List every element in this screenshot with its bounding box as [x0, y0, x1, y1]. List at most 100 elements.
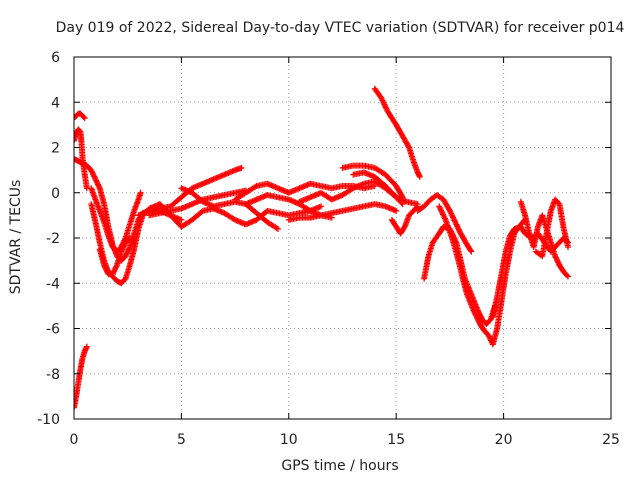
data-point	[565, 273, 572, 280]
data-point	[275, 225, 282, 232]
data-point	[555, 199, 562, 206]
x-tick-label: 20	[495, 432, 513, 448]
data-point	[448, 210, 455, 217]
data-point	[436, 204, 443, 211]
data-point	[382, 102, 389, 109]
data-point	[563, 272, 570, 279]
series-arc-1	[74, 110, 88, 122]
data-point	[438, 207, 445, 214]
series-arc-16	[350, 169, 406, 208]
data-point	[83, 343, 90, 350]
series-arc-23	[517, 198, 572, 280]
data-point	[382, 104, 389, 111]
data-point	[398, 199, 405, 206]
data-point	[318, 203, 325, 210]
data-point	[446, 206, 453, 213]
data-point	[449, 213, 456, 220]
series-arc-20	[414, 192, 475, 255]
data-point	[440, 212, 447, 219]
data-point	[378, 94, 385, 101]
series-arc-15	[339, 162, 406, 201]
data-point	[378, 96, 385, 103]
data-point	[238, 164, 245, 171]
data-point	[468, 248, 475, 255]
data-point	[565, 244, 572, 251]
data-point	[252, 183, 259, 190]
x-axis-label: GPS time / hours	[281, 458, 398, 474]
data-point	[448, 211, 455, 218]
data-point	[393, 207, 400, 214]
x-tick-label: 15	[387, 432, 405, 448]
data-point	[440, 211, 447, 218]
x-tick-label: 5	[177, 432, 186, 448]
data-point	[473, 314, 480, 321]
series-arc-25	[74, 343, 90, 411]
data-point	[451, 217, 458, 224]
series-arc-18	[388, 203, 421, 237]
data-points	[74, 85, 572, 411]
data-point	[273, 225, 280, 232]
data-point	[113, 263, 120, 270]
data-point	[96, 183, 103, 190]
data-point	[441, 215, 448, 222]
data-point	[381, 101, 388, 108]
series-arc-24	[532, 196, 572, 260]
chart-title: Day 019 of 2022, Sidereal Day-to-day VTE…	[56, 20, 625, 36]
y-tick-label: -8	[46, 367, 60, 383]
data-point	[472, 311, 479, 318]
y-tick-label: -4	[46, 276, 60, 292]
data-point	[475, 316, 482, 323]
data-point	[178, 216, 185, 223]
x-tick-label: 10	[280, 432, 298, 448]
y-tick-label: -2	[46, 231, 60, 247]
y-tick-label: -10	[37, 412, 60, 428]
data-point	[74, 137, 77, 144]
data-point	[437, 206, 444, 213]
data-point	[438, 208, 445, 215]
series-arc-10	[178, 185, 282, 232]
data-point	[416, 173, 423, 180]
data-point	[126, 235, 133, 241]
data-point	[474, 315, 481, 322]
data-point	[383, 105, 390, 112]
x-tick-label: 0	[70, 432, 79, 448]
data-point	[441, 214, 448, 221]
series-arc-13	[285, 201, 400, 223]
data-point	[81, 115, 88, 122]
data-point	[126, 245, 133, 252]
data-point	[475, 318, 482, 325]
data-point	[80, 113, 87, 120]
axis-ticks: 0 5 10 15 20 25 -10 -8 -6 -4 -2 0 2 4 6	[37, 50, 620, 448]
y-axis-label: SDTVAR / TECUs	[8, 180, 24, 295]
data-point	[450, 215, 457, 222]
x-tick-label: 25	[602, 432, 620, 448]
data-point	[380, 100, 387, 107]
data-point	[399, 194, 406, 201]
data-point	[473, 312, 480, 319]
data-point	[467, 247, 474, 254]
data-point	[74, 404, 77, 411]
data-point	[405, 143, 412, 150]
data-point	[379, 97, 386, 104]
series-arc-6	[96, 235, 133, 278]
data-point	[452, 218, 459, 225]
data-point	[439, 210, 446, 217]
data-point	[471, 308, 478, 315]
data-point	[137, 189, 144, 196]
data-point	[380, 98, 387, 105]
y-tick-label: 2	[51, 141, 60, 157]
data-point	[452, 220, 459, 227]
data-point	[470, 307, 477, 314]
series-arc-8	[146, 187, 249, 219]
data-point	[399, 201, 406, 208]
data-point	[198, 208, 205, 215]
data-point	[471, 310, 478, 317]
data-point	[450, 214, 457, 221]
data-point	[125, 236, 132, 243]
y-tick-label: 0	[51, 186, 60, 202]
data-point	[447, 209, 454, 216]
data-point	[446, 207, 453, 214]
y-tick-label: -6	[46, 322, 60, 338]
y-tick-label: 6	[51, 50, 60, 66]
